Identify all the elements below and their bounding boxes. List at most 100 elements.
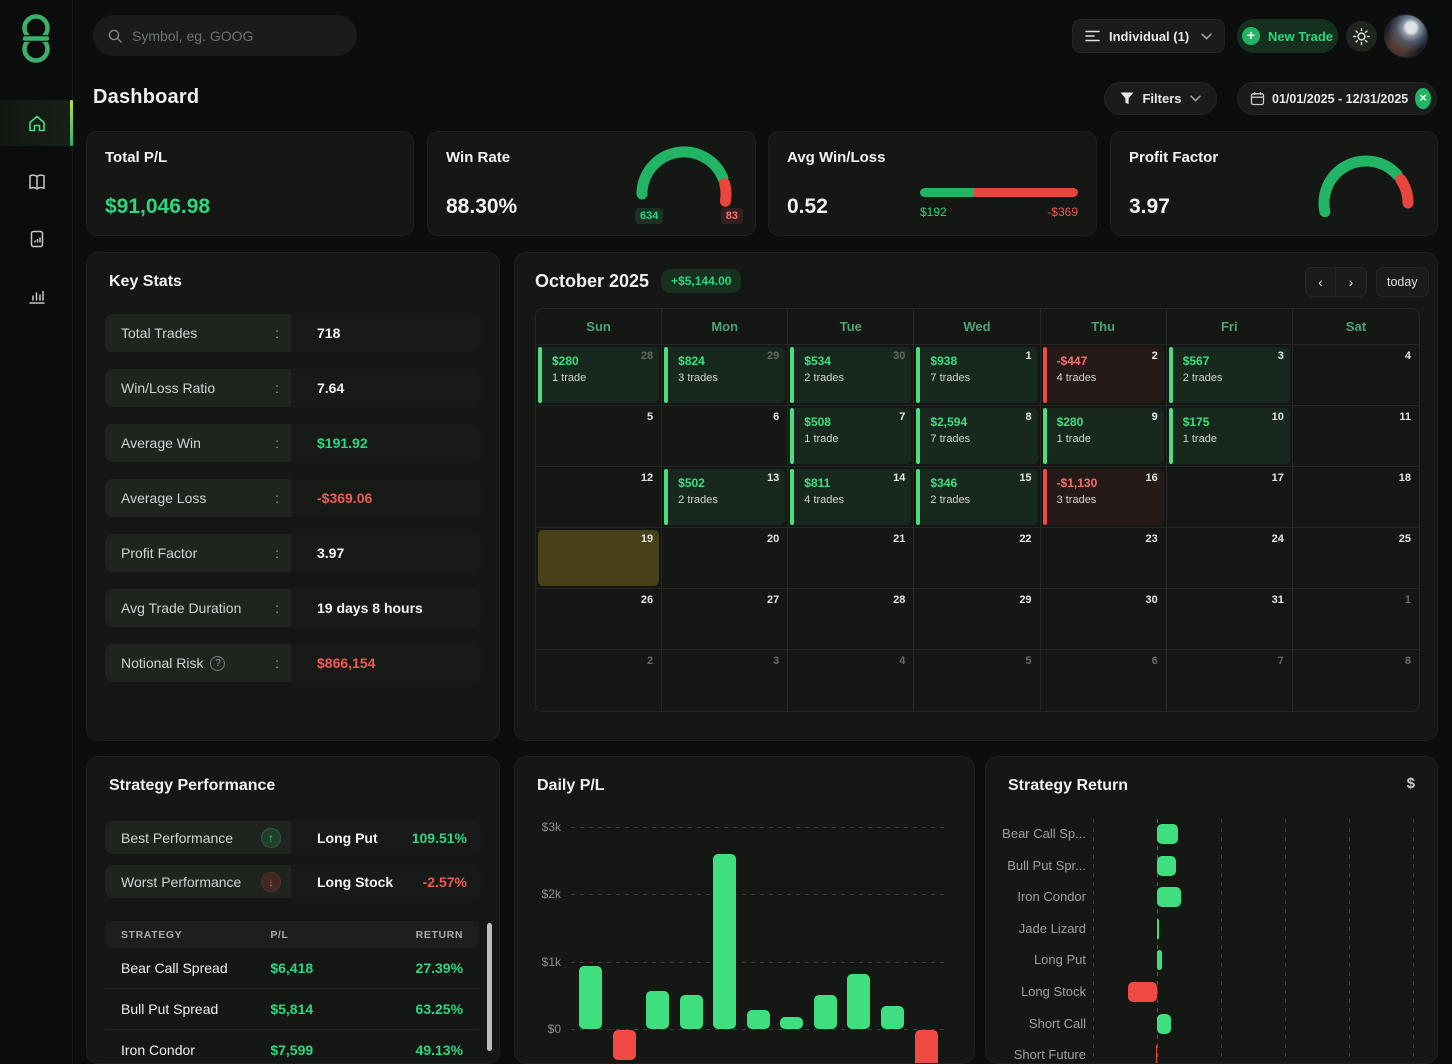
calendar-day-cell[interactable]: 19 bbox=[536, 528, 663, 589]
calendar-day-cell[interactable]: 11 bbox=[1292, 406, 1419, 467]
calendar-day-cell[interactable]: 30 bbox=[1040, 589, 1167, 650]
loss-count-badge: 83 bbox=[720, 208, 743, 224]
day-trades-chip[interactable]: $567 2 trades bbox=[1168, 347, 1290, 403]
calendar-day-cell[interactable]: $824 3 trades 29 bbox=[662, 345, 789, 406]
strategy-table-row[interactable]: Bear Call Spread $6,418 27.39% bbox=[105, 948, 479, 989]
calendar-day-cell[interactable]: 18 bbox=[1292, 467, 1419, 528]
day-trades-chip[interactable]: $502 2 trades bbox=[664, 469, 786, 525]
sidebar-item-reports[interactable] bbox=[0, 216, 73, 262]
day-pl-amount: $811 bbox=[804, 476, 831, 490]
key-stat-label: Average Loss: bbox=[105, 479, 291, 517]
theme-toggle-button[interactable] bbox=[1346, 21, 1377, 52]
calendar-day-cell[interactable]: 5 bbox=[914, 650, 1041, 711]
sidebar-item-dashboard[interactable] bbox=[0, 100, 73, 146]
sidebar-item-analytics[interactable] bbox=[0, 273, 73, 319]
calendar-day-cell[interactable]: 23 bbox=[1040, 528, 1167, 589]
day-trades-chip[interactable]: $346 2 trades bbox=[916, 469, 1038, 525]
calendar-day-cell[interactable]: 6 bbox=[662, 406, 789, 467]
strategy-return-title: Strategy Return bbox=[1008, 777, 1129, 794]
strategy-table-row[interactable]: Iron Condor $7,599 49.13% bbox=[105, 1030, 479, 1063]
calendar-day-cell[interactable]: $280 1 trade 28 bbox=[536, 345, 663, 406]
calendar-day-cell[interactable]: $346 2 trades 15 bbox=[914, 467, 1041, 528]
day-number: 2 bbox=[647, 655, 654, 667]
calendar-next-button[interactable]: › bbox=[1336, 267, 1367, 297]
day-trades-chip[interactable]: $508 1 trade bbox=[790, 408, 912, 464]
worst-performance-label: Worst Performance bbox=[121, 873, 242, 890]
date-range-filter[interactable]: 01/01/2025 - 12/31/2025 × bbox=[1237, 82, 1437, 115]
calendar-day-cell[interactable]: 27 bbox=[662, 589, 789, 650]
unit-toggle-dollar[interactable]: $ bbox=[1406, 775, 1415, 792]
day-number: 28 bbox=[893, 594, 906, 606]
filters-button[interactable]: Filters bbox=[1104, 82, 1217, 115]
calendar-day-cell[interactable]: 29 bbox=[914, 589, 1041, 650]
calendar-day-cell[interactable]: 3 bbox=[662, 650, 789, 711]
gridline-horizontal bbox=[571, 827, 949, 829]
best-performance-label: Best Performance bbox=[121, 829, 234, 846]
day-pl-amount: $175 bbox=[1182, 415, 1210, 429]
gridline-vertical bbox=[1157, 819, 1158, 1063]
day-trade-count: 2 trades bbox=[804, 372, 845, 384]
calendar-day-cell[interactable]: $280 1 trade 9 bbox=[1040, 406, 1167, 467]
calendar-day-cell[interactable]: $502 2 trades 13 bbox=[662, 467, 789, 528]
sidebar-item-journal[interactable] bbox=[0, 159, 73, 205]
calendar-day-cell[interactable]: -$1,130 3 trades 16 bbox=[1040, 467, 1167, 528]
day-trades-chip[interactable]: $2,594 7 trades bbox=[916, 408, 1038, 464]
calendar-day-cell[interactable]: 25 bbox=[1292, 528, 1419, 589]
app-logo-icon[interactable] bbox=[15, 10, 57, 68]
calendar-day-cell[interactable]: 5 bbox=[536, 406, 663, 467]
calendar-day-cell[interactable]: 28 bbox=[788, 589, 915, 650]
calendar-day-cell[interactable]: 17 bbox=[1166, 467, 1293, 528]
calendar-day-cell[interactable]: $811 4 trades 14 bbox=[788, 467, 915, 528]
key-stat-row: Profit Factor:3.97 bbox=[105, 534, 481, 572]
day-trades-chip[interactable]: $824 3 trades bbox=[664, 347, 786, 403]
day-trades-chip[interactable]: $280 1 trade bbox=[538, 347, 660, 403]
strategy-return-panel: Strategy Return $ Bear Call Sp... Bull Pu… bbox=[985, 756, 1438, 1064]
day-trades-chip[interactable]: -$1,130 3 trades bbox=[1042, 469, 1164, 525]
calendar-day-cell[interactable]: 24 bbox=[1166, 528, 1293, 589]
calendar-day-cell[interactable]: 26 bbox=[536, 589, 663, 650]
calendar-day-cell[interactable]: 4 bbox=[1292, 345, 1419, 406]
calendar-day-cell[interactable]: $508 1 trade 7 bbox=[788, 406, 915, 467]
calendar-day-cell[interactable]: 21 bbox=[788, 528, 915, 589]
calendar-day-cell[interactable]: $175 1 trade 10 bbox=[1166, 406, 1293, 467]
day-trades-chip[interactable]: $811 4 trades bbox=[790, 469, 912, 525]
y-axis-tick: $1k bbox=[541, 954, 561, 969]
calendar-day-cell[interactable]: 20 bbox=[662, 528, 789, 589]
new-trade-button[interactable]: + New Trade bbox=[1237, 19, 1338, 53]
calendar-day-cell[interactable]: 31 bbox=[1166, 589, 1293, 650]
calendar-day-cell[interactable]: $938 7 trades 1 bbox=[914, 345, 1041, 406]
day-trades-chip[interactable]: $938 7 trades bbox=[916, 347, 1038, 403]
calendar-day-cell[interactable]: 22 bbox=[914, 528, 1041, 589]
calendar-day-cell[interactable]: -$447 4 trades 2 bbox=[1040, 345, 1167, 406]
calendar-day-cell[interactable]: $534 2 trades 30 bbox=[788, 345, 915, 406]
day-number: 8 bbox=[1025, 411, 1032, 423]
key-stat-label: Notional Risk?: bbox=[105, 644, 291, 682]
day-trades-chip[interactable]: $175 1 trade bbox=[1168, 408, 1290, 464]
key-stat-value: $191.92 bbox=[291, 424, 481, 462]
calendar-day-cell[interactable]: 12 bbox=[536, 467, 663, 528]
day-trade-count: 2 trades bbox=[678, 494, 718, 506]
calendar-day-cell[interactable]: 4 bbox=[788, 650, 915, 711]
calendar-day-cell[interactable]: 8 bbox=[1293, 650, 1419, 711]
day-number: 8 bbox=[1404, 655, 1411, 667]
calendar-day-cell[interactable]: 2 bbox=[536, 650, 663, 711]
table-scrollbar[interactable] bbox=[487, 923, 492, 1051]
key-stat-label: Win/Loss Ratio: bbox=[105, 369, 291, 407]
calendar-prev-button[interactable]: ‹ bbox=[1305, 267, 1336, 297]
strategy-table-row[interactable]: Bull Put Spread $5,814 63.25% bbox=[105, 989, 479, 1030]
day-number: 6 bbox=[773, 411, 780, 423]
calendar-today-button[interactable]: today bbox=[1376, 267, 1429, 297]
calendar-day-cell[interactable]: $567 2 trades 3 bbox=[1166, 345, 1293, 406]
search-input[interactable] bbox=[132, 27, 343, 44]
clear-date-filter-button[interactable]: × bbox=[1415, 88, 1431, 109]
help-icon[interactable]: ? bbox=[210, 655, 226, 671]
day-trades-chip[interactable]: $280 1 trade bbox=[1042, 408, 1164, 464]
account-selector[interactable]: Individual (1) bbox=[1072, 19, 1225, 53]
calendar-day-cell[interactable]: 6 bbox=[1041, 650, 1167, 711]
calendar-day-cell[interactable]: $2,594 7 trades 8 bbox=[914, 406, 1041, 467]
day-trades-chip[interactable]: $534 2 trades bbox=[790, 347, 912, 403]
calendar-day-cell[interactable]: 7 bbox=[1167, 650, 1293, 711]
day-trades-chip[interactable]: -$447 4 trades bbox=[1042, 347, 1164, 403]
calendar-day-cell[interactable]: 1 bbox=[1292, 589, 1419, 650]
user-avatar[interactable] bbox=[1384, 14, 1428, 58]
